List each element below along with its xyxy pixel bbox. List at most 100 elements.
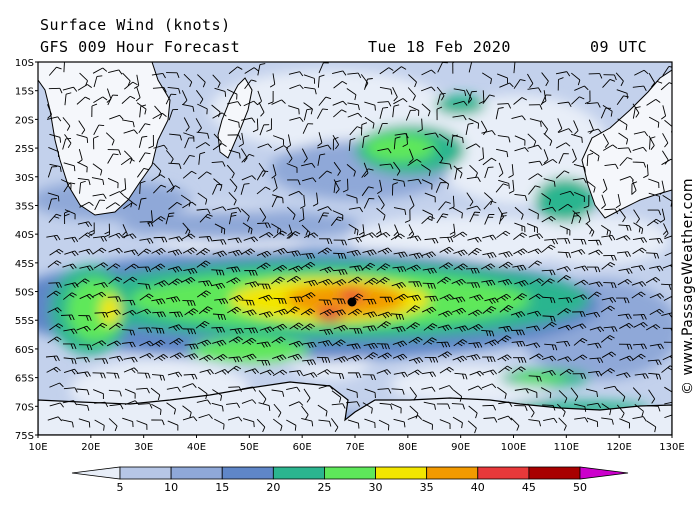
wind-barb — [498, 365, 513, 374]
wind-barb — [407, 158, 422, 166]
wind-barb — [649, 80, 663, 90]
wind-barb — [168, 108, 179, 121]
wind-barb — [558, 417, 567, 431]
wind-barb — [559, 368, 574, 376]
wind-barb — [664, 414, 672, 419]
wind-barb — [122, 119, 135, 128]
wind-barb — [287, 179, 301, 186]
wind-barb — [451, 296, 466, 303]
wind-barb — [318, 170, 332, 179]
wind-barb — [375, 276, 390, 285]
wind-barb — [300, 308, 315, 316]
wind-barb — [288, 71, 304, 77]
wind-barb — [318, 212, 329, 223]
wind-barb — [586, 417, 599, 427]
wind-barb — [514, 222, 526, 233]
wind-barb — [541, 355, 557, 362]
wind-barb — [123, 129, 138, 135]
wind-barb — [241, 153, 255, 163]
wind-barb — [333, 81, 348, 89]
wind-barb — [421, 251, 436, 259]
wind-barb — [617, 251, 631, 258]
wind-barb — [166, 296, 181, 303]
wind-barb — [287, 353, 303, 361]
wind-barb — [468, 323, 483, 331]
wind-barb — [499, 304, 514, 313]
wind-barb — [484, 166, 494, 179]
wind-barb — [587, 128, 602, 134]
wind-barb — [572, 294, 588, 300]
wind-barb — [137, 248, 152, 257]
wind-barb — [467, 247, 482, 256]
wind-barb — [632, 85, 647, 92]
wind-barb — [79, 180, 86, 194]
wind-barb — [393, 293, 409, 301]
wind-barb — [197, 192, 208, 205]
wind-barb — [601, 262, 616, 270]
wind-barb — [453, 339, 468, 347]
wind-barb — [302, 123, 314, 134]
wind-barb — [421, 69, 436, 76]
wind-barb — [93, 322, 108, 331]
wind-barb — [424, 132, 439, 138]
wind-barb — [484, 297, 499, 305]
wind-barb — [631, 353, 646, 361]
wind-barb — [92, 247, 107, 255]
lon-tick-label: 30E — [134, 442, 153, 453]
wind-barb — [63, 368, 79, 375]
wind-barb — [377, 195, 385, 210]
wind-barb — [48, 87, 63, 94]
wind-barb — [436, 213, 449, 224]
wind-barb — [301, 252, 316, 259]
wind-barb — [600, 335, 615, 343]
wind-barb — [405, 109, 416, 121]
wind-barb — [240, 148, 248, 163]
wind-barb — [165, 212, 175, 225]
wind-barb — [513, 62, 518, 74]
wind-barb — [467, 90, 477, 103]
wind-barb — [615, 193, 621, 209]
wind-barb — [271, 99, 286, 105]
wind-barb — [527, 144, 542, 150]
wind-barb — [585, 388, 598, 398]
wind-barb — [574, 403, 587, 412]
wind-barb — [511, 366, 526, 374]
wind-barb — [618, 224, 632, 231]
wind-barb — [541, 269, 556, 276]
wind-barb — [332, 136, 339, 151]
wind-barb — [227, 416, 243, 422]
wind-barb — [301, 417, 314, 427]
wind-barb — [482, 369, 497, 376]
wind-barb — [166, 402, 176, 415]
wind-barb — [183, 155, 195, 165]
wind-barb — [267, 90, 274, 105]
wind-barb — [423, 337, 437, 346]
wind-barb — [437, 92, 446, 105]
wind-barb — [364, 78, 373, 90]
wind-barb — [347, 112, 363, 118]
wind-barb — [603, 144, 618, 151]
wind-barb — [257, 222, 271, 229]
colorbar-tick-label: 35 — [420, 481, 434, 494]
wind-barb — [93, 262, 108, 269]
wind-barb — [168, 236, 183, 242]
map-area[interactable] — [0, 59, 680, 439]
colorbar-segment — [375, 466, 428, 480]
wind-barb — [574, 279, 589, 286]
wind-barb — [377, 179, 383, 194]
wind-barb — [152, 112, 167, 120]
wind-barb — [259, 207, 267, 222]
wind-barb — [600, 305, 615, 313]
wind-barb — [648, 389, 656, 404]
wind-barb — [212, 74, 221, 88]
wind-barb — [168, 162, 182, 170]
wind-barb — [633, 321, 648, 328]
wind-barb — [303, 388, 311, 403]
wind-barb — [559, 190, 575, 196]
wind-barb — [77, 161, 88, 173]
wind-barb — [92, 389, 104, 400]
wind-barb — [92, 67, 108, 74]
wind-barb — [301, 177, 317, 183]
wind-barb — [212, 206, 227, 212]
wind-barb — [452, 207, 463, 219]
